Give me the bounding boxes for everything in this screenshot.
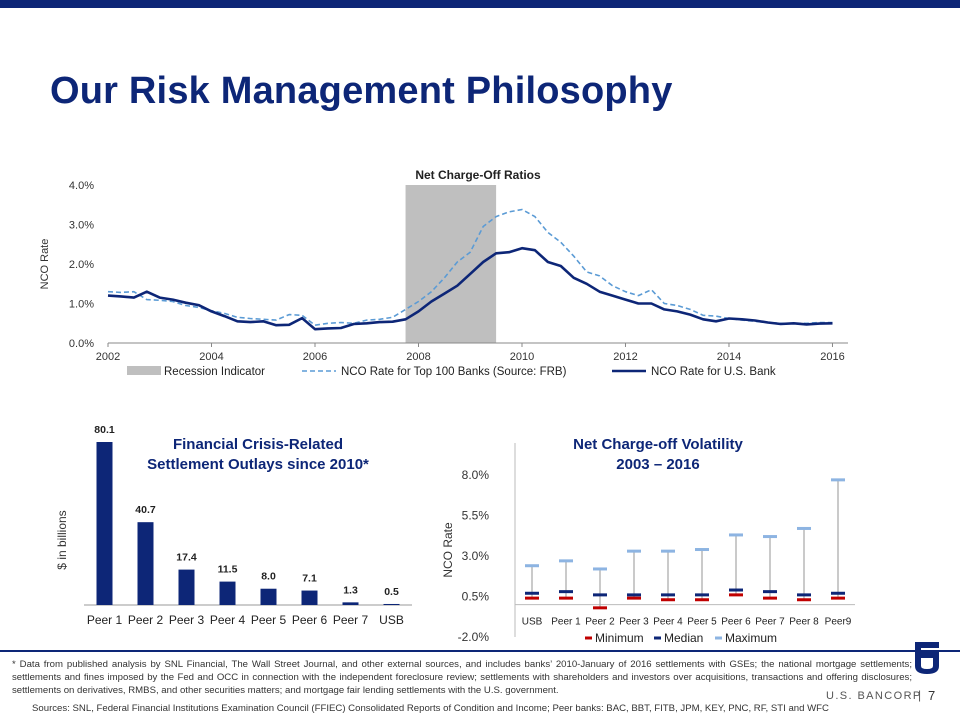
x-tick-label: 2010 [510,351,534,363]
bar-value-label: 7.1 [302,573,317,585]
x-tick-label: 2006 [303,351,327,363]
x-category-label: Peer 5 [687,617,717,628]
bancorp-shield-logo [915,642,939,674]
bar-value-label: 40.7 [135,504,156,516]
bar-value-label: 11.5 [218,564,238,576]
chart-title-line: Financial Crisis-Related [173,436,343,453]
y-tick-label: 0.0% [69,338,94,350]
x-category-label: Peer 3 [619,617,649,628]
x-category-label: USB [522,617,543,628]
x-tick-label: 2002 [96,351,120,363]
x-tick-label: 2016 [820,351,844,363]
bar-value-label: 80.1 [94,424,115,436]
x-category-label: Peer 6 [721,617,751,628]
y-tick-label: 3.0% [462,549,490,563]
brand-wordmark: U.S. BANCORP [826,690,922,702]
x-category-label: Peer 8 [789,617,819,628]
y-axis-label: NCO Rate [39,239,51,290]
x-category-label: Peer 6 [292,613,328,627]
x-tick-label: 2014 [717,351,741,363]
x-tick-label: 2012 [613,351,637,363]
bar [260,588,277,605]
legend-label-maximum: Maximum [725,631,777,645]
y-axis-label: $ in billions [55,510,69,569]
y-tick-label: -2.0% [458,630,490,644]
nco-ratios-line-chart: Net Charge-Off Ratios 0.0% 1.0% 2.0% 3.0% 4.0… [39,168,848,378]
legend-label-median: Median [664,631,703,645]
x-category-label: Peer 2 [585,617,615,628]
x-category-label: Peer 1 [87,613,123,627]
x-category-label: Peer9 [825,617,852,628]
footnote: * Data from published analysis by SNL Fi… [12,659,912,696]
page-number: 7 [928,688,936,703]
y-tick-label: 2.0% [69,259,94,271]
chart-title-line: Net Charge-off Volatility [573,436,743,453]
top-accent-bar [0,0,960,8]
bar [96,442,113,605]
x-category-label: Peer 5 [251,613,287,627]
legend-label-us-bank: NCO Rate for U.S. Bank [651,366,776,378]
legend-label-minimum: Minimum [595,631,644,645]
bar [383,603,400,605]
bar [301,590,318,605]
bar-value-label: 0.5 [384,586,399,598]
bar-value-label: 8.0 [261,571,276,583]
y-tick-label: 5.5% [462,509,490,523]
series-line-top-100-banks [107,208,833,326]
sources-note: Sources: SNL, Federal Financial Institut… [32,703,829,714]
legend-swatch-recession [127,366,161,375]
bar [219,581,236,605]
x-category-label: Peer 1 [551,617,581,628]
page-title: Our Risk Management Philosophy [50,70,673,112]
legend-label-top-100: NCO Rate for Top 100 Banks (Source: FRB) [341,366,567,378]
y-tick-label: 4.0% [69,180,94,192]
x-category-label: Peer 4 [210,613,246,627]
settlement-outlays-bar-chart: Financial Crisis-Related Settlement Outla… [55,424,412,627]
x-category-label: Peer 3 [169,613,205,627]
nco-volatility-range-chart: Net Charge-off Volatility 2003 – 2016 -2.0… [441,436,855,645]
x-category-label: Peer 2 [128,613,164,627]
x-tick-label: 2004 [199,351,223,363]
y-tick-label: 8.0% [462,468,490,482]
chart-title-line: Settlement Outlays since 2010* [147,456,369,473]
y-axis-label: NCO Rate [441,522,455,578]
bar [137,522,154,605]
series-line-us-bank [107,246,833,331]
bar [178,569,195,605]
chart-title: Net Charge-Off Ratios [415,168,541,182]
bar [342,602,359,605]
footer-separator: | [918,688,922,702]
y-tick-label: 0.5% [462,590,490,604]
bar-value-label: 1.3 [343,584,358,596]
y-tick-label: 1.0% [69,299,94,311]
bar-value-label: 17.4 [176,552,197,564]
legend-label-recession: Recession Indicator [164,366,265,378]
x-category-label: Peer 4 [653,617,683,628]
y-tick-label: 3.0% [69,220,94,232]
x-category-label: Peer 7 [755,617,785,628]
x-tick-label: 2008 [406,351,430,363]
chart-title-line: 2003 – 2016 [616,456,699,473]
footer-divider [0,650,960,652]
x-category-label: USB [379,613,404,627]
x-category-label: Peer 7 [333,613,369,627]
